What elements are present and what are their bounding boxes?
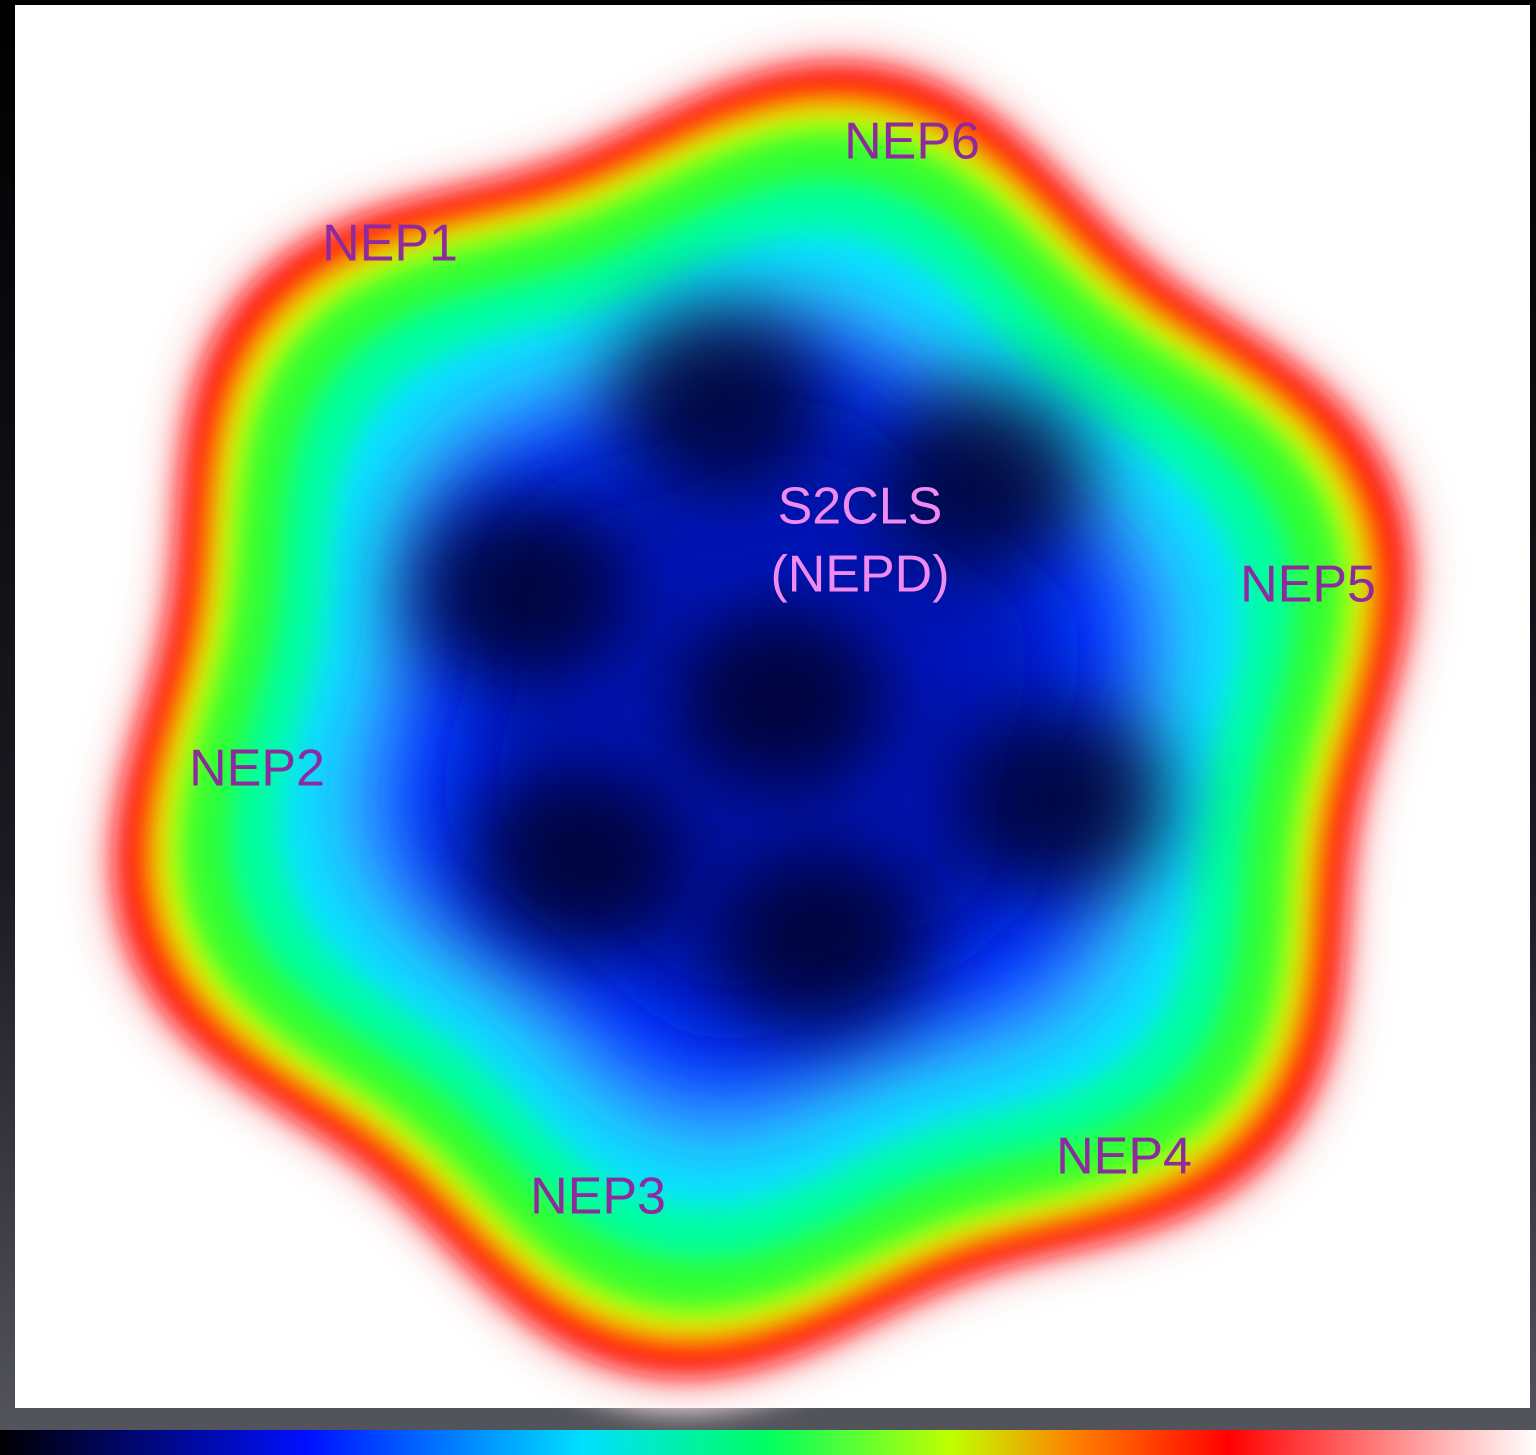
deep-spot: [610, 305, 830, 495]
field-label: NEP6: [844, 113, 980, 171]
center-label: (NEPD): [770, 546, 949, 604]
page: NEP1 NEP2 NEP3 NEP4 NEP5 NEP6 S2CLS (NEP…: [0, 0, 1536, 1455]
deep-spot: [470, 765, 690, 955]
field-label: NEP2: [189, 740, 325, 798]
deep-spot: [670, 605, 890, 795]
field-label: NEP5: [1240, 556, 1376, 614]
deep-spot: [710, 845, 930, 1035]
deep-spot: [410, 495, 630, 685]
center-label: S2CLS: [778, 478, 943, 536]
deep-spot: [950, 705, 1170, 895]
field-label: NEP4: [1056, 1128, 1192, 1186]
field-label: NEP1: [322, 215, 458, 273]
colorbar: [0, 1430, 1536, 1455]
field-label: NEP3: [530, 1168, 666, 1226]
noise-map: NEP1 NEP2 NEP3 NEP4 NEP5 NEP6 S2CLS (NEP…: [0, 0, 1536, 1455]
